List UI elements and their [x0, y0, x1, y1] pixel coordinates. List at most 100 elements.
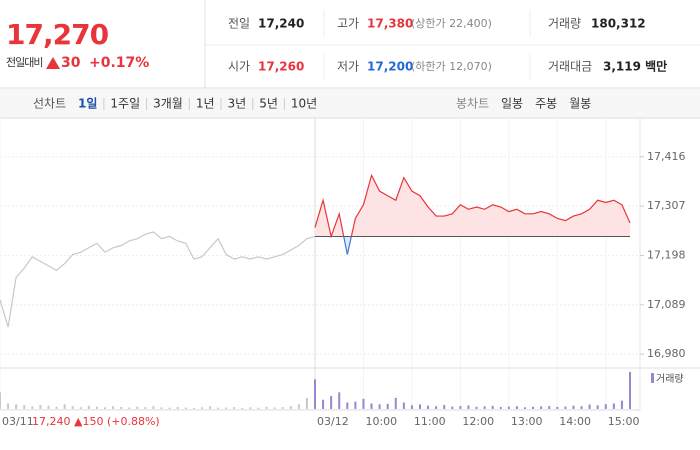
volume-bar — [168, 407, 171, 409]
period-tab[interactable]: 10년 — [291, 97, 317, 111]
x-tick-label: 11:00 — [414, 415, 446, 428]
volume-bar — [370, 403, 373, 409]
volume-bar — [378, 404, 381, 409]
stat-value: 17,240 — [258, 17, 304, 31]
price-line — [0, 231, 316, 328]
volume-bar — [128, 407, 131, 409]
prev-day-summary: 17,240 ▲150 (+0.88%) — [32, 415, 160, 428]
volume-bar — [556, 406, 559, 409]
area-below — [315, 236, 630, 255]
y-tick-label: 17,416 — [647, 150, 686, 163]
y-tick-label: 16,980 — [647, 347, 686, 360]
stat-note: (하한가 12,070) — [411, 59, 492, 73]
period-tab[interactable]: 5년 — [259, 97, 278, 111]
candle-tab[interactable]: 주봉 — [535, 97, 557, 111]
volume-bar — [225, 407, 228, 409]
stat-label: 시가 — [228, 60, 250, 74]
volume-bar — [451, 406, 454, 409]
period-tab[interactable]: 3개월 — [153, 97, 183, 111]
y-tick-label: 17,307 — [647, 199, 686, 212]
area-above — [315, 175, 630, 237]
plot: 17,416 17,307 17,198 17,089 16,980 03/11 03/12… — [0, 118, 686, 428]
tab-separator — [188, 98, 190, 110]
price-line — [314, 173, 631, 237]
volume-bar — [491, 405, 494, 409]
volume-bar — [394, 397, 397, 409]
volume-bar — [386, 403, 389, 409]
volume-bar — [338, 392, 341, 409]
volume-bar — [120, 406, 123, 409]
x-tick-label: 03/11 — [2, 415, 34, 428]
period-tab[interactable]: 1주일 — [110, 97, 140, 111]
volume-bar — [249, 407, 252, 409]
stat-label: 거래량 — [548, 17, 581, 31]
volume-bar — [0, 392, 1, 409]
stat-value: 17,380 — [367, 17, 413, 31]
volume-bar — [95, 406, 98, 409]
volume-bar — [564, 406, 567, 409]
candle-tab[interactable]: 일봉 — [501, 97, 523, 111]
up-arrow — [46, 57, 60, 69]
x-tick-label: 12:00 — [462, 415, 494, 428]
legend-swatch — [651, 373, 654, 383]
stat-label: 고가 — [337, 17, 359, 31]
volume-bar — [217, 407, 220, 409]
volume-bar — [305, 397, 308, 409]
tab-separator — [252, 98, 254, 110]
volume-bar — [322, 399, 325, 409]
volume-bar — [629, 372, 631, 409]
volume-bar — [7, 403, 10, 409]
volume-bar — [499, 406, 502, 409]
stat-label: 거래대금 — [548, 60, 592, 74]
stat-value: 3,119 백만 — [603, 59, 667, 74]
x-tick-label: 15:00 — [608, 415, 640, 428]
candle-tab[interactable]: 월봉 — [569, 97, 591, 111]
volume-bar — [362, 398, 365, 409]
volume-bar — [548, 406, 551, 409]
volume-bar — [200, 407, 203, 409]
volume-bar — [483, 406, 486, 409]
tab-separator — [220, 98, 222, 110]
volume-bar — [427, 405, 430, 409]
volume-bar — [233, 407, 236, 409]
volume-bar — [620, 400, 623, 409]
volume-bar — [23, 405, 26, 409]
tab-group-label: 선차트 — [33, 97, 66, 111]
volume-bar — [297, 404, 300, 409]
volume-bar — [55, 406, 58, 409]
change-label: 전일대비 — [6, 55, 42, 69]
tab-group-label: 봉차트 — [456, 97, 489, 111]
x-tick-label: 03/12 — [317, 415, 349, 428]
volume-bar — [515, 406, 518, 409]
stat-note: (상한가 22,400) — [411, 17, 492, 30]
volume-bar — [475, 406, 478, 409]
volume-bar — [507, 406, 510, 409]
y-tick-label: 17,089 — [647, 298, 686, 311]
volume-bar — [410, 405, 413, 409]
stat-label: 전일 — [228, 17, 250, 31]
x-tick-label: 10:00 — [365, 415, 397, 428]
volume-bar — [281, 407, 284, 409]
volume-bar — [419, 404, 421, 409]
volume-bar — [346, 402, 349, 409]
tab-separator — [146, 98, 148, 110]
period-tab[interactable]: 1년 — [196, 97, 215, 111]
volume-bar — [15, 404, 18, 409]
period-tab[interactable]: 3년 — [228, 97, 247, 111]
volume-bar — [540, 406, 543, 409]
volume-bar — [402, 402, 405, 409]
volume-bar — [524, 407, 526, 409]
period-tab[interactable]: 1일 — [78, 97, 97, 111]
volume-bar — [580, 406, 583, 409]
volume-bar — [112, 406, 115, 409]
volume-bar — [144, 407, 147, 409]
volume-bar — [467, 405, 470, 409]
tabs: 선차트 1일 1주일 3개월 1년 3년 5년 10년 봉차트 일봉 주봉 월봉 — [33, 97, 591, 111]
volume-bar — [435, 406, 438, 409]
volume-bar — [289, 406, 292, 409]
volume-bar — [31, 406, 34, 409]
volume-bar — [79, 407, 82, 409]
legend-label: 거래량 — [656, 373, 684, 385]
volume-bar — [47, 405, 50, 409]
